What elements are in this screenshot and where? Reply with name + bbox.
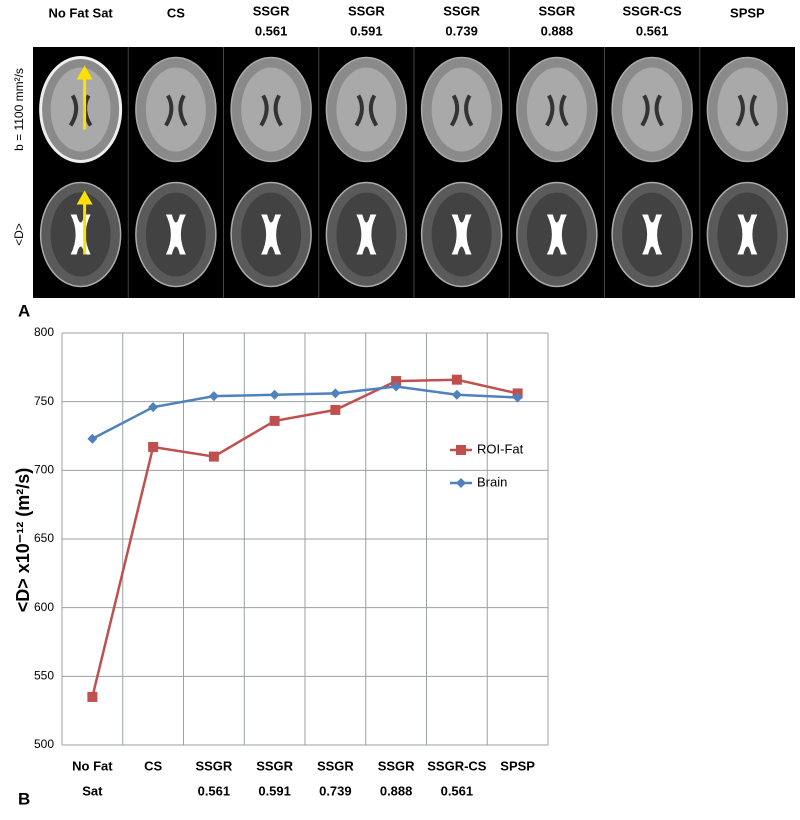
column-label: 0.591 xyxy=(350,23,383,38)
marker xyxy=(451,374,462,385)
panel-label: A xyxy=(18,301,30,320)
column-label: SSGR xyxy=(348,3,385,18)
column-label: 0.561 xyxy=(636,23,669,38)
marker xyxy=(208,391,219,402)
row-label: <D> xyxy=(12,223,26,246)
column-label: SSGR-CS xyxy=(623,3,683,18)
y-tick-label: 700 xyxy=(34,463,54,477)
ventricles xyxy=(735,94,760,127)
legend-label: ROI-Fat xyxy=(477,441,524,456)
ventricles xyxy=(545,94,569,127)
y-axis-label: <D> x10⁻¹² (m²/s) xyxy=(13,468,33,613)
panel-label: B xyxy=(18,789,30,808)
y-tick-label: 600 xyxy=(34,600,54,614)
brain-texture xyxy=(145,67,206,152)
ventricles xyxy=(356,214,377,255)
ventricles xyxy=(259,94,283,127)
brain-texture xyxy=(431,67,492,152)
row-label: b = 1100 mm²/s xyxy=(12,68,26,151)
arrow-head xyxy=(76,65,93,80)
marker xyxy=(87,691,98,702)
marker xyxy=(391,381,402,392)
column-label: No Fat Sat xyxy=(48,5,113,20)
brain-texture xyxy=(241,67,302,152)
arrow-head xyxy=(76,190,93,205)
x-tick-label: No Fat xyxy=(72,758,113,773)
marker xyxy=(391,376,402,387)
column-label: SSGR xyxy=(253,3,290,18)
column-label: 0.888 xyxy=(541,23,574,38)
ventricles xyxy=(261,214,282,255)
legend-label: Brain xyxy=(477,474,507,489)
brain-texture xyxy=(336,67,397,152)
column-label: SSGR xyxy=(443,3,480,18)
x-tick-label: 0.739 xyxy=(319,783,352,798)
ventricles xyxy=(449,94,474,127)
column-label: 0.561 xyxy=(255,23,288,38)
ventricles xyxy=(165,214,186,255)
column-label: 0.739 xyxy=(445,23,478,38)
marker xyxy=(269,415,280,426)
marker xyxy=(456,478,466,488)
y-tick-label: 650 xyxy=(34,531,54,545)
marker xyxy=(269,389,280,400)
column-label: SSGR xyxy=(538,3,575,18)
ventricles xyxy=(640,94,664,127)
marker xyxy=(451,389,462,400)
y-tick-label: 800 xyxy=(34,325,54,339)
y-tick-label: 750 xyxy=(34,394,54,408)
x-tick-label: SSGR xyxy=(195,758,232,773)
marker xyxy=(148,441,159,452)
x-tick-label: SPSP xyxy=(500,758,535,773)
marker xyxy=(512,392,523,403)
column-label: CS xyxy=(167,5,185,20)
ventricles xyxy=(164,94,188,127)
x-tick-label: 0.561 xyxy=(441,783,474,798)
x-tick-label: CS xyxy=(144,758,162,773)
brain-texture xyxy=(526,67,587,152)
x-tick-label: SSGR xyxy=(378,758,415,773)
marker xyxy=(330,388,341,399)
x-tick-label: Sat xyxy=(82,783,103,798)
brain-texture xyxy=(622,67,683,152)
y-tick-label: 500 xyxy=(34,737,54,751)
marker xyxy=(330,404,341,415)
y-tick-label: 550 xyxy=(34,669,54,683)
x-tick-label: SSGR xyxy=(256,758,293,773)
ventricles xyxy=(737,214,758,255)
marker xyxy=(87,433,98,444)
x-tick-label: SSGR-CS xyxy=(427,758,487,773)
marker xyxy=(456,445,466,455)
brain-texture xyxy=(717,67,778,152)
ventricles xyxy=(546,214,567,255)
marker xyxy=(148,402,159,413)
ventricles xyxy=(451,214,472,255)
column-label: SPSP xyxy=(730,5,765,20)
ventricles xyxy=(354,94,379,127)
series-line xyxy=(91,378,518,698)
x-tick-label: SSGR xyxy=(317,758,354,773)
x-tick-label: 0.591 xyxy=(258,783,291,798)
marker xyxy=(208,451,219,462)
brain-texture xyxy=(50,67,111,152)
x-tick-label: 0.561 xyxy=(198,783,231,798)
x-tick-label: 0.888 xyxy=(380,783,413,798)
ventricles xyxy=(642,214,663,255)
series-line xyxy=(91,385,518,440)
